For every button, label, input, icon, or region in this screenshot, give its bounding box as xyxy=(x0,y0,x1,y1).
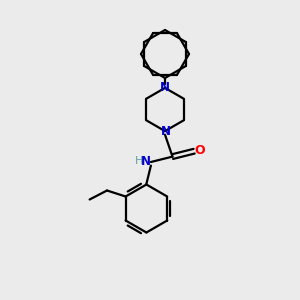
Text: N: N xyxy=(160,81,170,94)
Text: N: N xyxy=(141,154,151,168)
Text: H: H xyxy=(135,155,144,166)
Text: O: O xyxy=(194,144,205,157)
Text: N: N xyxy=(160,125,171,138)
